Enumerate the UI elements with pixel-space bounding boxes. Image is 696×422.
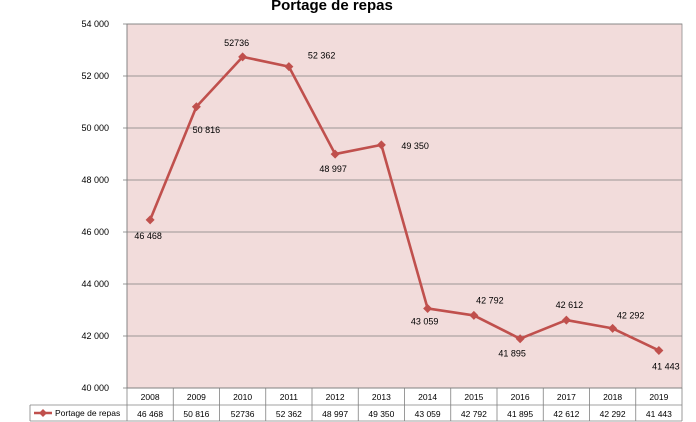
data-label: 43 059 xyxy=(411,316,439,326)
legend-label: Portage de repas xyxy=(55,408,120,418)
legend-marker xyxy=(39,409,47,417)
data-table: 2008 2009 2010 2011 2012 2013 2014 2015 2016 2017… xyxy=(30,388,682,421)
x-tick-label: 2018 xyxy=(603,392,622,402)
data-label: 48 997 xyxy=(319,164,347,174)
y-tick-label: 42 000 xyxy=(81,331,109,341)
x-tick-label: 2010 xyxy=(233,392,252,402)
x-tick-label: 2013 xyxy=(372,392,391,402)
x-tick-label: 2017 xyxy=(557,392,576,402)
chart-title: Portage de repas xyxy=(271,0,393,14)
table-value-cell: 50 816 xyxy=(183,409,209,419)
x-tick-label: 2019 xyxy=(649,392,668,402)
data-label: 42 292 xyxy=(617,310,645,320)
x-tick-label: 2011 xyxy=(280,392,299,402)
y-axis: 40 000 42 000 44 000 46 000 48 000 50 000 52 0… xyxy=(81,19,127,393)
y-tick-label: 48 000 xyxy=(81,175,109,185)
data-label: 52 362 xyxy=(308,51,336,61)
plot-background xyxy=(127,24,682,388)
x-tick-label: 2015 xyxy=(464,392,483,402)
plot-area xyxy=(127,24,682,388)
data-label: 42 792 xyxy=(476,295,504,305)
x-tick-label: 2009 xyxy=(187,392,206,402)
x-tick-label: 2012 xyxy=(326,392,345,402)
y-tick-label: 40 000 xyxy=(81,383,109,393)
table-value-cell: 49 350 xyxy=(368,409,394,419)
table-value-cell: 48 997 xyxy=(322,409,348,419)
table-value-cell: 43 059 xyxy=(415,409,441,419)
data-label: 41 895 xyxy=(498,349,526,359)
data-label: 41 443 xyxy=(652,361,680,371)
table-value-cell: 52 362 xyxy=(276,409,302,419)
data-label: 46 468 xyxy=(134,231,162,241)
table-value-cell: 41 895 xyxy=(507,409,533,419)
data-label: 52736 xyxy=(224,38,249,48)
x-tick-label: 2016 xyxy=(511,392,530,402)
table-value-cell: 41 443 xyxy=(646,409,672,419)
y-tick-label: 52 000 xyxy=(81,71,109,81)
table-value-cell: 42 292 xyxy=(600,409,626,419)
data-label: 42 612 xyxy=(556,300,584,310)
y-tick-label: 46 000 xyxy=(81,227,109,237)
table-value-cell: 46 468 xyxy=(137,409,163,419)
y-tick-label: 44 000 xyxy=(81,279,109,289)
y-tick-label: 54 000 xyxy=(81,19,109,29)
table-value-cell: 42 612 xyxy=(553,409,579,419)
x-tick-label: 2008 xyxy=(141,392,160,402)
x-tick-label: 2014 xyxy=(418,392,437,402)
y-tick-label: 50 000 xyxy=(81,123,109,133)
table-value-cell: 52736 xyxy=(231,409,255,419)
data-label: 50 816 xyxy=(193,125,221,135)
data-label: 49 350 xyxy=(401,141,429,151)
table-value-cell: 42 792 xyxy=(461,409,487,419)
